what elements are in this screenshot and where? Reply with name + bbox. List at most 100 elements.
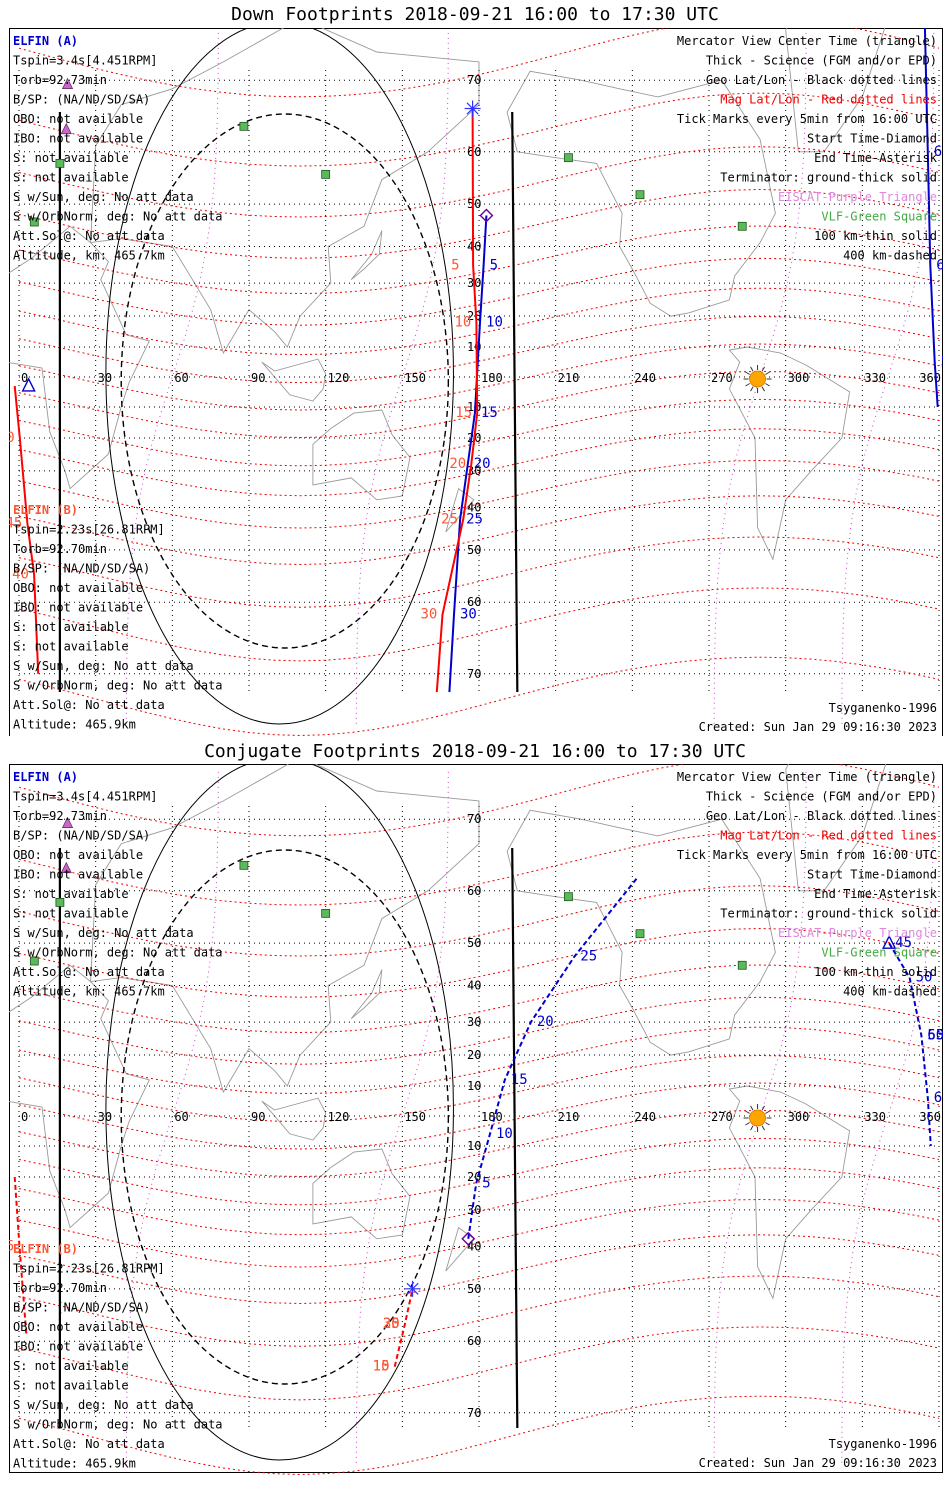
lat-tick-label: 60 [467,1334,481,1348]
track-tick-label: 30 [420,607,437,623]
legend: Mercator View Center Time (triangle) Thic… [677,34,938,263]
sun-ray [765,1122,770,1126]
legend-entry: Mercator View Center Time (triangle) [677,770,937,784]
elfin-b-line: OBO: not available [13,581,143,595]
elfin-b-line: Att.Sol@: No att data [13,1437,165,1451]
legend-entry: End Time-Asterisk [814,151,938,165]
track-tick-label: 20 [383,1316,400,1332]
track-tick-label: 25 [580,949,597,965]
vlf-green-square [29,217,39,227]
mag-latitude-line [18,1054,940,1123]
mag-latitude-line [18,831,940,906]
vlf-green-square [55,158,65,168]
legend-entry: 400 km-dashed [843,249,937,263]
mag-latitude-line [18,764,940,837]
sun-ray [745,1122,751,1126]
lat-tick-label: 70 [467,667,481,681]
elfin-b-line: S: not available [13,640,129,654]
legend-entry: Terminator: ground-thick solid [720,171,937,185]
elfin-a-line: S w/Sun, deg: No att data [13,926,194,940]
legend-entry: Geo Lat/Lon - Black dotted lines [706,809,937,823]
elfin-b-line: Torb=92.70min [13,1281,107,1295]
center-time-triangle [882,934,897,949]
elfin-a-line: B/SP: (NA/ND/SD/SA) [13,93,150,107]
lat-tick-label: 10 [467,1139,481,1153]
track-tick-label: 50 [916,970,933,986]
visibility-100km-ellipse [105,28,454,725]
lon-tick-label: 150 [404,1110,426,1124]
mag-latitude-line [18,1026,940,1095]
created-label: Created: Sun Jan 29 09:16:30 2023 [699,1456,937,1470]
track-tick-label: 15 [511,1072,528,1088]
elfin-b-name: ELFIN (B) [13,503,78,517]
elfin-a-info: ELFIN (A) Tspin=3.4s[4.451RPM] Torb=92.73m… [13,34,223,263]
footprint-track [923,28,939,408]
mag-latitude-line [18,964,940,1034]
mag-latitude-line [18,257,940,326]
track-tick-label: 20 [474,456,491,472]
end-asterisk-marker [404,1280,421,1297]
lon-tick-label: 0 [21,371,28,385]
mag-latitude-line [18,370,940,439]
vlf-green-square [635,929,645,939]
lon-tick-label: 30 [98,371,112,385]
mag-latitude-line [18,495,940,566]
sun-ray [745,371,751,375]
track-tick-label: 5 [490,257,498,273]
land-outline [9,225,150,490]
elfin-a-line: IBO: not available [13,132,143,146]
lat-tick-label: 60 [467,595,481,609]
elfin-b-line: OBO: not available [13,1320,143,1334]
elfin-a-line: S w/Sun, deg: No att data [13,190,194,204]
elfin-b-line: IBO: not available [13,601,143,615]
lat-tick-label: 70 [467,1406,481,1420]
lon-tick-label: 30 [98,1110,112,1124]
mag-latitude-line [18,1234,940,1305]
legend-entry: Mercator View Center Time (triangle) [677,34,937,48]
elfin-a-line: B/SP: (NA/ND/SD/SA) [13,829,150,843]
lon-tick-label: 150 [404,371,426,385]
footprint-track [435,108,479,693]
vlf-green-square [239,860,249,870]
legend-entry: VLF-Green Square [821,946,937,960]
sun-icon [743,365,772,393]
lat-tick-label: 50 [467,197,481,211]
lon-tick-label: 90 [251,371,265,385]
track-tick-label: 15 [373,1359,390,1375]
footprint-track [393,1288,414,1367]
mag-latitude-line [18,1198,940,1268]
panel-title-conjugate: Conjugate Footprints 2018-09-21 16:00 to… [204,741,746,762]
track-tick-label: 5 [451,257,459,273]
sun-ray [761,366,765,372]
elfin-a-line: Torb=92.73min [13,809,107,823]
elfin-b-line: B/SP: (NA/ND/SD/SA) [13,562,150,576]
elfin-b-line: Torb=92.70min [13,542,107,556]
track-tick-label: 45 [895,935,912,951]
elfin-a-line: Att.Sol@: No att data [13,229,165,243]
mag-latitude-line [18,225,940,295]
lon-tick-label: 180 [481,371,503,385]
legend-entry: Start Time-Diamond [807,868,937,882]
elfin-a-name: ELFIN (A) [13,34,78,48]
lon-tick-label: 120 [328,1110,350,1124]
sun-ray [765,1110,770,1114]
track-tick-label: 10 [496,1126,513,1142]
land-outline [506,70,776,317]
sun-ray [750,386,754,392]
lat-tick-label: 50 [467,543,481,557]
lat-tick-label: 20 [467,309,481,323]
elfin-a-line: S: not available [13,907,129,921]
visibility-100km-ellipse [105,764,454,1461]
lon-tick-label: 240 [634,1110,656,1124]
legend-entry: Tick Marks every 5min from 16:00 UTC [677,112,937,126]
elfin-a-line: S w/OrbNorm, deg: No att data [13,946,223,960]
track-tick-label: 50 [9,430,15,446]
vlf-green-square [635,190,645,200]
lat-tick-label: 60 [467,884,481,898]
legend-entry: Mag Lat/Lon - Red dotted lines [720,829,937,843]
lon-tick-label: 210 [558,371,580,385]
mag-grid [18,764,940,1476]
legend-entry: Thick - Science (FGM and/or EPD) [706,54,937,68]
